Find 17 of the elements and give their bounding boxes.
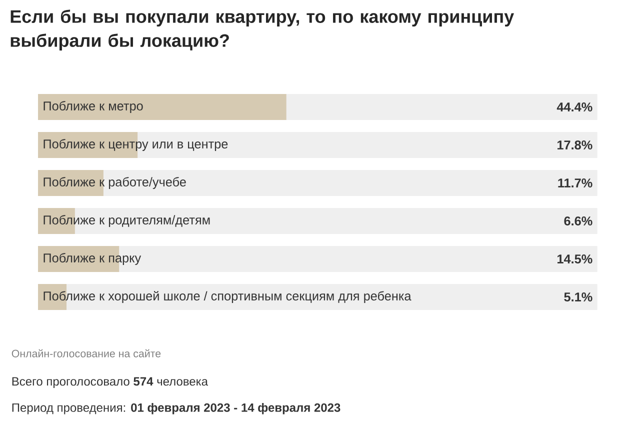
chart-title: Если бы вы покупали квартиру, то по какому принципу выбирали бы локацию? [10,10,514,51]
data-label: 11.7% [558,178,592,188]
data-label: 44.4% [556,102,592,112]
data-label: 17.8% [558,140,592,150]
text: Онлайн-голосование на сайте [12,349,161,358]
y-tick-label: Поближе к хорошей школе / спортивным секциям для ребенка [44,290,412,304]
y-tick-label: Поближе к родителям/детям [44,215,210,227]
data-label: 5.1% [564,292,592,302]
text: Период проведения: 01 февраля 2023 - 14 февраля 2023 [12,403,340,414]
y-tick-label: Поближе к работе/учебе [44,177,186,189]
data-label: 14.5% [558,254,592,264]
y-tick-label: Поближе к парку [44,253,142,265]
text: Всего проголосовало 574 человека [12,377,208,388]
bar [38,170,104,196]
data-label: 6.6% [564,216,592,226]
y-tick-label: Поближе к центру или в центре [44,139,228,151]
y-tick-label: Поближе к метро [44,101,143,113]
